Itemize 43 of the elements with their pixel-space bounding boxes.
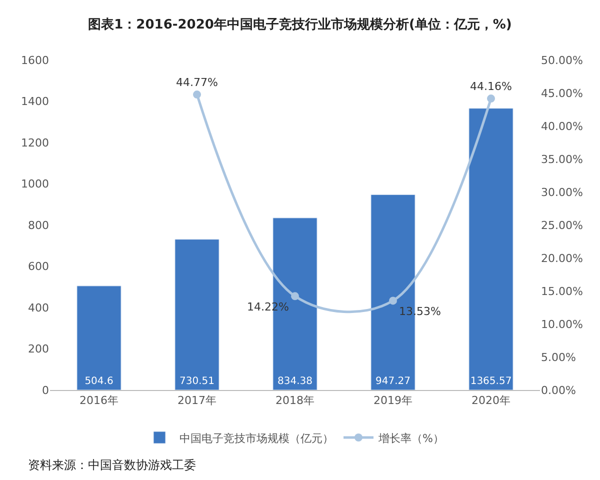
data-label: 834.38	[278, 376, 312, 387]
y-tick-label: 0	[42, 384, 49, 397]
point	[487, 94, 495, 103]
y2-tick-label: 15.00%	[541, 284, 583, 298]
bar	[468, 108, 514, 390]
x-tick-label: 2019年	[374, 394, 412, 408]
y2-tick-label: 50.00%	[541, 54, 583, 67]
y-tick-label: 800	[28, 218, 49, 232]
y2-tick-label: 45.00%	[541, 86, 583, 100]
y2-tick-label: 25.00%	[541, 218, 583, 232]
data-label: 44.16%	[470, 80, 512, 93]
y2-tick-label: 30.00%	[541, 186, 583, 199]
data-label: 1365.57	[470, 376, 512, 387]
y-tick-label: 400	[28, 301, 49, 314]
x-tick-label: 2018年	[276, 394, 314, 408]
point	[193, 90, 201, 99]
y2-tick-label: 20.00%	[541, 252, 583, 265]
y-tick-label: 200	[28, 342, 49, 356]
x-tick-label: 2016年	[80, 394, 118, 408]
y-tick-label: 1400	[21, 95, 49, 108]
point	[291, 292, 299, 300]
y2-tick-label: 10.00%	[541, 318, 583, 331]
y2-tick-label: 40.00%	[541, 120, 583, 133]
point	[389, 296, 397, 305]
bar	[174, 239, 220, 390]
bar	[76, 286, 122, 390]
y2-tick-label: 35.00%	[541, 152, 583, 166]
data-label: 947.27	[376, 376, 410, 387]
y-tick-label: 1000	[21, 178, 49, 191]
legend-label: 中国电子竞技市场规模（亿元）	[180, 432, 334, 445]
y-tick-label: 600	[28, 260, 49, 274]
text: 资料来源：中国音数协游戏工委	[28, 458, 196, 472]
y2-tick-label: 5.00%	[541, 350, 576, 364]
y2-tick-label: 0.00%	[541, 384, 576, 397]
data-label: 730.51	[180, 376, 214, 387]
chart-title: 图表1：2016-2020年中国电子竞技行业市场规模分析(单位：亿元，%)	[88, 16, 512, 32]
y-tick-label: 1600	[21, 54, 49, 67]
y-tick-label: 1200	[21, 136, 49, 150]
legend-label: 增长率（%）	[378, 432, 444, 445]
x-tick-label: 2020年	[472, 394, 510, 408]
data-label: 44.77%	[176, 76, 218, 89]
data-label: 504.6	[84, 376, 114, 387]
x-tick-label: 2017年	[178, 394, 216, 408]
